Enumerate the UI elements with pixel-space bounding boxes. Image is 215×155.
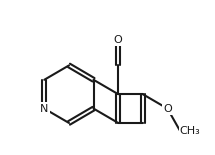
Text: N: N	[40, 104, 48, 114]
Text: CH₃: CH₃	[180, 126, 201, 135]
Text: O: O	[114, 35, 123, 45]
Text: O: O	[163, 104, 172, 114]
